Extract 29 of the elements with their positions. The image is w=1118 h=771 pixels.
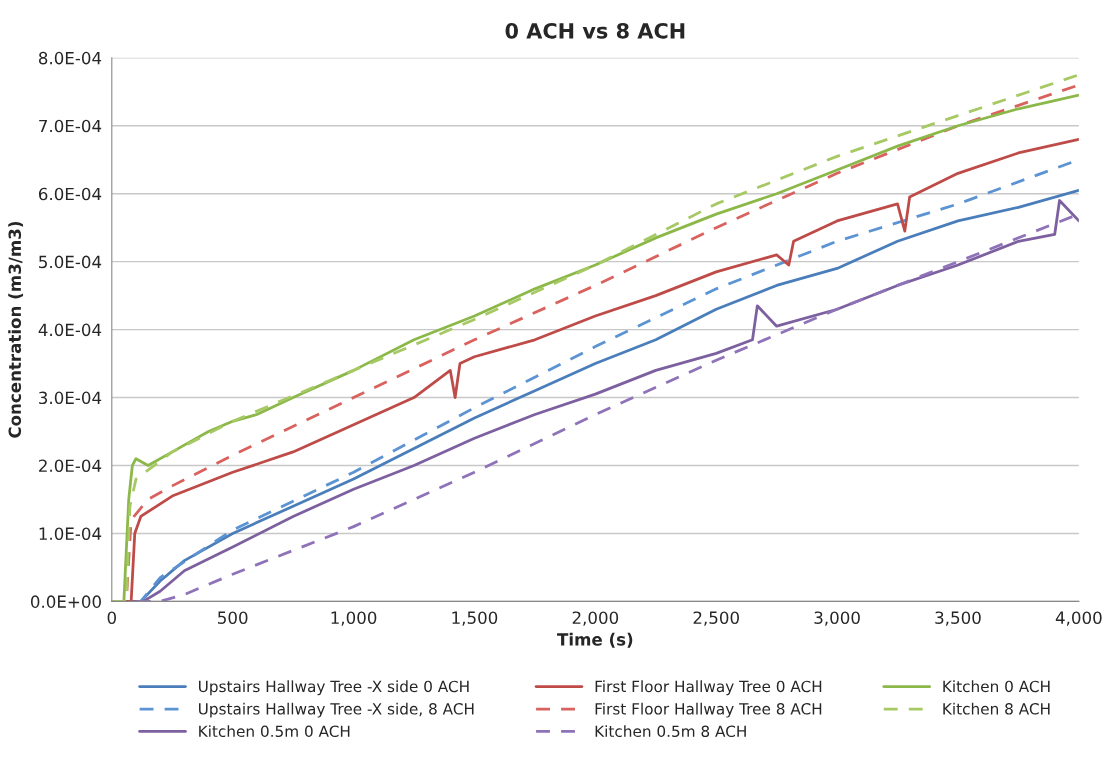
x-tick-label: 1,500	[452, 611, 498, 626]
legend-label: First Floor Hallway Tree 8 ACH	[595, 702, 822, 718]
legend-label: Kitchen 0.5m 8 ACH	[595, 725, 746, 738]
x-tick-label: 4,000	[1055, 611, 1102, 626]
x-axis-title: Time (s)	[557, 632, 633, 648]
x-tick-label: 1,000	[331, 611, 377, 626]
y-tick-label: 7.0E-04	[39, 119, 102, 133]
y-tick-label: 5.0E-04	[39, 255, 102, 269]
x-tick-label: 0	[107, 611, 116, 624]
legend-label: Kitchen 8 ACH	[943, 702, 1050, 715]
y-tick-label: 2.0E-04	[39, 459, 102, 473]
legend-label: Kitchen 0.5m 0 ACH	[199, 725, 350, 738]
x-tick-label: 3,000	[814, 611, 860, 626]
x-tick-label: 2,000	[572, 611, 619, 626]
legend-label: First Floor Hallway Tree 0 ACH	[595, 680, 822, 696]
y-tick-label: 4.0E-04	[38, 323, 102, 337]
y-tick-label: 0.0E+00	[30, 595, 101, 608]
y-tick-label: 3.0E-04	[39, 391, 102, 405]
x-tick-label: 500	[218, 611, 248, 624]
y-axis-title: Concentration (m3/m3)	[8, 222, 24, 438]
y-tick-label: 6.0E-04	[38, 187, 102, 201]
legend-label: Kitchen 0 ACH	[943, 680, 1050, 693]
legend-label: Upstairs Hallway Tree -X side 0 ACH	[199, 680, 469, 696]
x-tick-label: 2,500	[693, 611, 739, 626]
chart-title: 0 ACH vs 8 ACH	[505, 22, 685, 39]
y-tick-label: 8.0E-04	[38, 51, 102, 65]
legend-label: Upstairs Hallway Tree -X side, 8 ACH	[199, 702, 474, 718]
x-tick-label: 3,500	[935, 611, 981, 626]
y-tick-label: 1.0E-04	[39, 527, 102, 540]
